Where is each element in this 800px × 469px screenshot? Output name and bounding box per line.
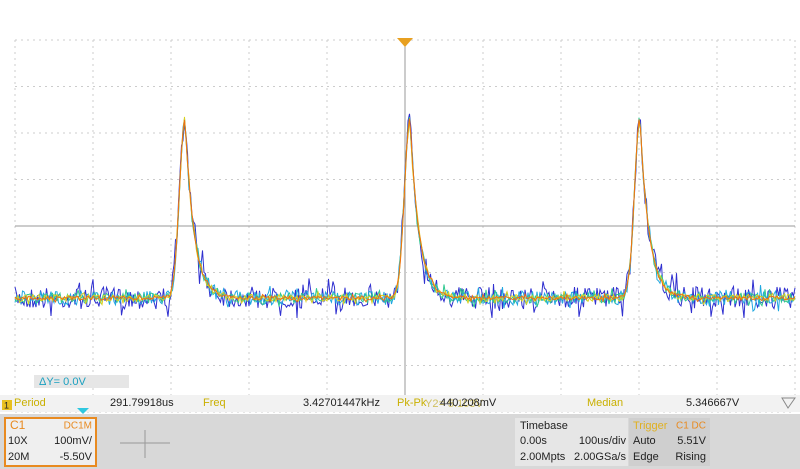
timebase-title: Timebase (520, 420, 568, 432)
timebase-points: 2.00Mpts (520, 451, 566, 463)
channel-coupling: DC1M (64, 421, 92, 432)
menu-arrow (781, 397, 796, 409)
measure-value: 5.346667V (686, 397, 740, 409)
channel-scale: 100mV/ (54, 435, 93, 447)
channel-box (4, 417, 97, 467)
measure-label: Pk-Pk (397, 397, 427, 409)
trigger-title: Trigger (633, 420, 668, 432)
trigger-mode: Auto (633, 435, 656, 447)
trigger-source: C1 DC (676, 421, 706, 432)
channel-marker-box (2, 400, 12, 410)
measure-value: 440.208mV (440, 397, 497, 409)
measure-value: 291.79918us (110, 397, 174, 409)
measure-label: Period (14, 397, 46, 409)
timebase-box (515, 418, 628, 466)
channel-bandwidth: 20M (8, 451, 29, 463)
timebase-scale: 100us/div (579, 435, 627, 447)
timebase-sample-rate: 2.00GSa/s (574, 451, 626, 463)
channel-name: C1 (10, 418, 26, 432)
measurement-bar (0, 395, 800, 412)
measure-label: Median (587, 397, 623, 409)
channel-marker: 1 (4, 400, 9, 410)
trace (14, 118, 796, 304)
timebase-delay: 0.00s (520, 435, 547, 447)
channel-probe: 10X (8, 435, 28, 447)
channel-offset: -5.50V (60, 451, 93, 463)
measure-value: 3.42701447kHz (303, 397, 380, 409)
delta-y: ΔY= 0.0V (39, 376, 86, 388)
graticule (14, 39, 796, 413)
trigger-type: Edge (633, 451, 659, 463)
waveform (14, 113, 796, 319)
trigger-box (629, 418, 710, 466)
y2-cursor: Y2= 5.103V (425, 398, 483, 410)
cursor-readout-box (34, 375, 129, 388)
cursor-marker (77, 408, 89, 414)
measure-label: Freq (203, 397, 226, 409)
empty-slot-cross (120, 430, 170, 458)
trigger-slope: Rising (675, 451, 706, 463)
trigger-level: 5.51V (677, 435, 706, 447)
trigger-position-marker (397, 38, 413, 47)
